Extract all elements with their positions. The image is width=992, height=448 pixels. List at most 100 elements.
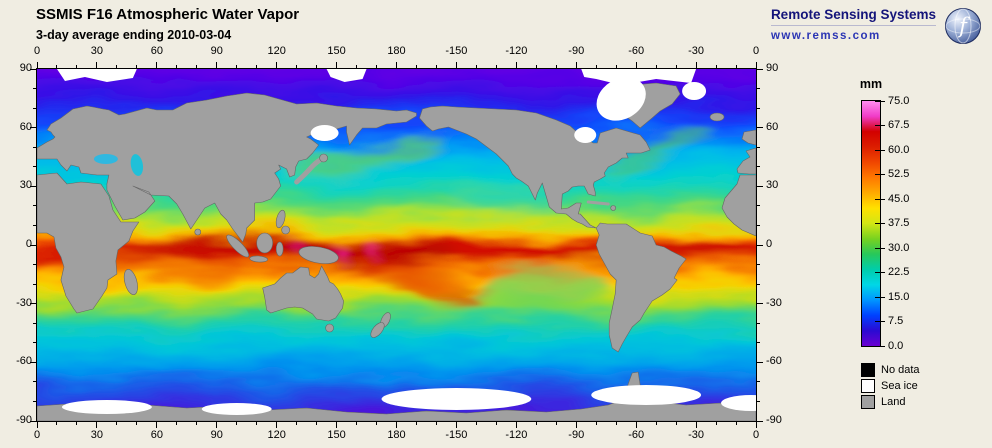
svg-text:f: f	[957, 14, 970, 38]
lon-tick-label: 0	[752, 45, 760, 57]
land-hokkaido	[319, 153, 328, 163]
lon-tick	[396, 422, 397, 428]
lon-tick	[595, 422, 597, 425]
lon-tick	[336, 62, 338, 68]
lat-tick	[30, 68, 36, 70]
lon-tick-label: 120	[267, 45, 286, 57]
lon-tick	[356, 65, 358, 68]
land-africa	[37, 172, 140, 314]
colorbar-tick-label: 67.5	[888, 119, 910, 131]
lon-tick-label: -60	[628, 429, 645, 441]
lat-tick-label: 90	[766, 62, 779, 74]
lon-tick	[615, 422, 617, 425]
land-australia	[262, 265, 344, 322]
world-map	[36, 68, 757, 422]
land-tasmania	[325, 323, 334, 333]
lon-tick-label: 60	[150, 429, 163, 441]
lon-tick	[595, 65, 597, 68]
lat-tick-label: -90	[16, 414, 32, 426]
lon-tick	[495, 65, 497, 68]
lon-tick	[136, 422, 138, 425]
lon-tick-label: 60	[150, 45, 163, 57]
colorbar-tick	[875, 345, 885, 347]
lon-tick	[755, 422, 757, 428]
lon-tick	[36, 62, 38, 68]
lat-tick	[33, 205, 36, 207]
lat-tick-label: -90	[766, 414, 782, 426]
lat-tick	[757, 244, 763, 246]
lon-tick	[376, 422, 378, 425]
lon-tick	[56, 65, 58, 68]
lon-tick-label: 30	[90, 45, 104, 57]
legend-item: Land	[861, 395, 920, 409]
branding-text: Remote Sensing Systems www.remss.com	[770, 7, 936, 42]
sea-caspian	[130, 154, 144, 176]
lat-tick	[33, 166, 36, 168]
legend-label: No data	[881, 364, 920, 376]
land-madagascar	[123, 269, 138, 295]
land-europe-west	[741, 129, 756, 146]
lon-tick	[256, 65, 258, 68]
lon-tick	[455, 422, 457, 428]
lon-tick	[435, 422, 437, 425]
lat-tick	[33, 146, 36, 148]
lon-tick	[296, 422, 298, 425]
lat-tick	[757, 68, 763, 70]
lat-tick	[757, 146, 760, 148]
lat-tick	[33, 88, 36, 90]
colorbar-tick-label: 37.5	[888, 217, 910, 229]
lon-tick	[336, 422, 338, 428]
lon-tick	[296, 65, 298, 68]
colorbar-unit-label: mm	[859, 77, 883, 91]
lon-tick	[495, 422, 497, 425]
lon-tick	[96, 422, 98, 428]
land-iberia	[736, 147, 756, 175]
lon-tick-label: -60	[628, 45, 645, 57]
lon-tick	[535, 422, 537, 425]
lat-tick-label: 90	[19, 62, 32, 74]
water-vapor-map-canvas	[37, 69, 756, 421]
lon-tick-label: -120	[505, 429, 528, 441]
legend-swatch-sea-ice	[861, 379, 875, 393]
lon-tick-label: -30	[688, 429, 705, 441]
lat-tick	[30, 244, 36, 246]
land-cuba	[586, 200, 610, 206]
colorbar-tick-label: 15.0	[888, 290, 910, 303]
lat-tick	[33, 264, 36, 266]
land-srilanka	[194, 228, 202, 236]
lon-tick	[76, 65, 78, 68]
lat-tick	[757, 400, 760, 402]
lon-tick	[316, 422, 318, 425]
lat-tick	[30, 361, 36, 363]
lon-tick-label: 0	[33, 45, 41, 57]
colorbar-tick	[875, 125, 885, 126]
lon-tick	[475, 422, 477, 425]
lon-tick	[116, 65, 118, 68]
lat-tick-label: -30	[16, 296, 32, 309]
lon-tick	[615, 65, 617, 68]
colorbar-tick-label: 75.0	[888, 94, 910, 107]
colorbar-tick-label: 7.5	[888, 315, 904, 327]
legend-label: Land	[881, 396, 906, 408]
branding: Remote Sensing Systems www.remss.com f	[770, 7, 982, 45]
lat-tick-label: 30	[766, 179, 779, 192]
lon-tick	[655, 65, 657, 68]
brand-website-link[interactable]: www.remss.com	[770, 30, 881, 42]
legend-item: Sea ice	[861, 379, 920, 393]
lat-tick-label: -60	[16, 355, 32, 368]
lon-tick	[276, 422, 278, 428]
lon-tick	[755, 62, 757, 68]
lat-tick-label: 30	[19, 179, 32, 192]
lon-tick	[695, 62, 697, 68]
lon-tick	[216, 422, 218, 428]
lon-tick	[156, 62, 158, 68]
lat-tick	[757, 322, 760, 324]
lon-tick	[356, 422, 358, 425]
lat-tick	[30, 303, 36, 305]
lat-tick	[757, 185, 763, 187]
colorbar-tick	[875, 247, 885, 249]
lon-tick-label: 180	[387, 45, 406, 57]
lon-tick	[316, 65, 318, 68]
colorbar-tick-label: 30.0	[888, 241, 910, 254]
lon-tick	[276, 62, 278, 68]
